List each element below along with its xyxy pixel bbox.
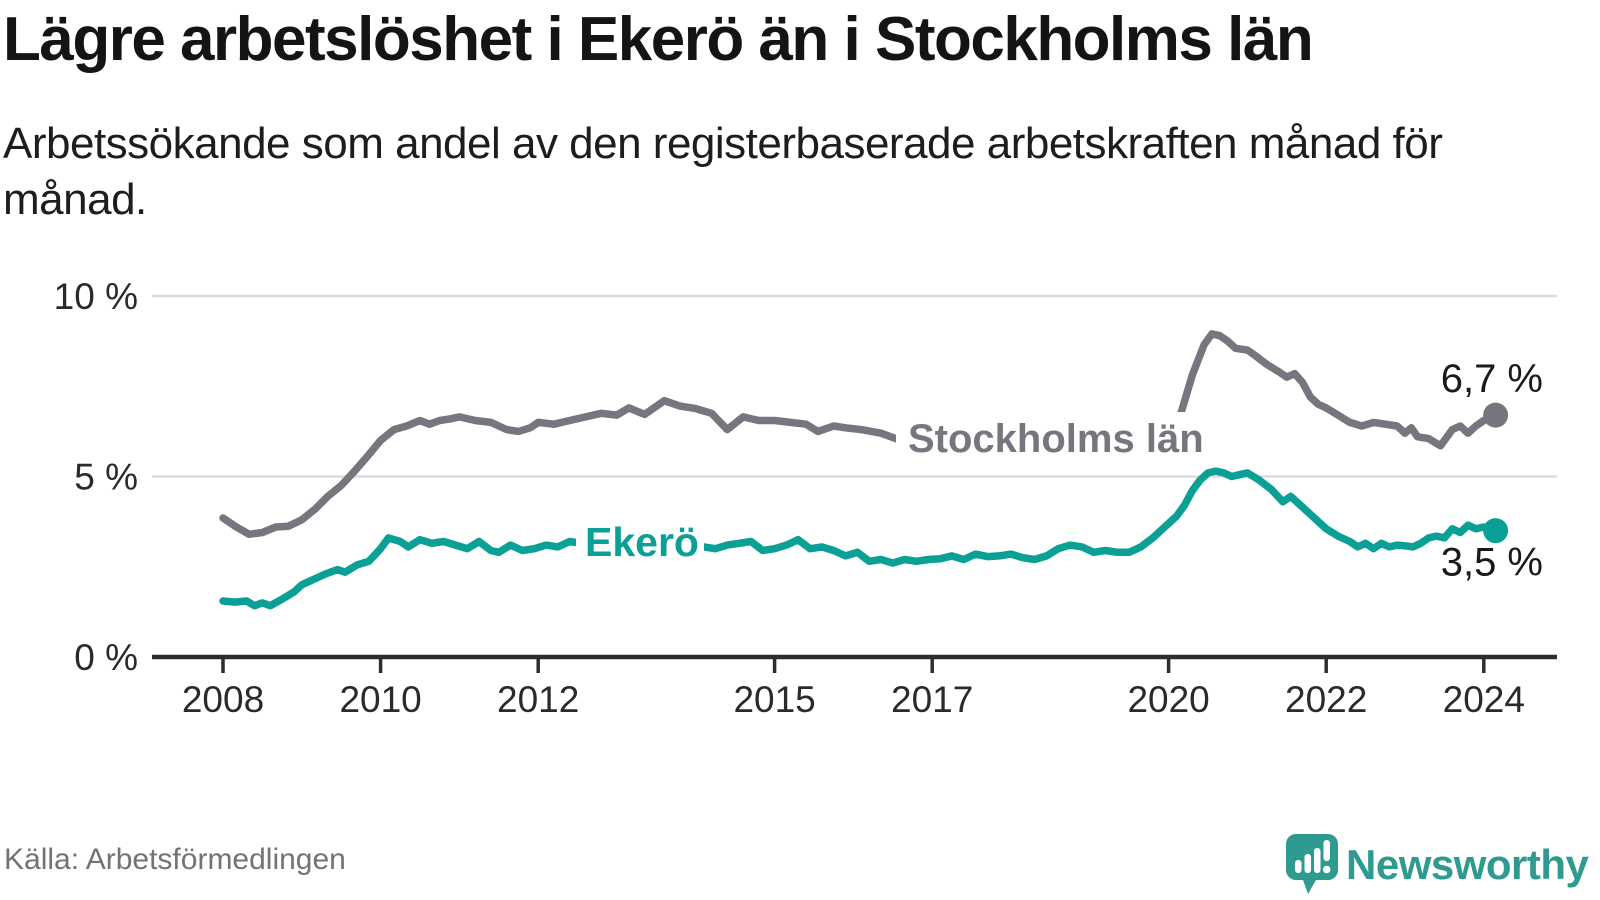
newsworthy-logo: Newsworthy xyxy=(1286,834,1590,894)
x-axis-label: 2010 xyxy=(339,679,421,720)
series-label-stockholms-l-n: Stockholms län xyxy=(908,417,1204,461)
x-axis-label: 2020 xyxy=(1127,679,1209,720)
series-line-stockholms-l-n xyxy=(219,330,1500,539)
series-label-plate xyxy=(896,412,1226,462)
series-end-dot-eker- xyxy=(1483,518,1509,544)
series-label-eker-: Ekerö xyxy=(585,519,699,565)
source-note: Källa: Arbetsförmedlingen xyxy=(4,843,346,876)
x-axis-label: 2022 xyxy=(1285,679,1367,720)
newsworthy-logo-text: Newsworthy xyxy=(1346,841,1590,888)
series-label-plate xyxy=(576,512,704,566)
value-label-eker-: 3,5 % xyxy=(1441,541,1543,585)
y-axis-label: 10 % xyxy=(54,276,138,317)
value-label-stockholms-l-n: 6,7 % xyxy=(1441,357,1543,401)
series-line-eker- xyxy=(219,467,1500,610)
newsworthy-logo-bubble-icon xyxy=(1286,834,1338,894)
x-axis-label: 2015 xyxy=(733,679,815,720)
chart-header: Lägre arbetslöshet i Ekerö än i Stockhol… xyxy=(3,5,1597,228)
series-end-dot-stockholms-l-n xyxy=(1483,402,1509,428)
chart-title: Lägre arbetslöshet i Ekerö än i Stockhol… xyxy=(3,5,1314,74)
chart-subtitle: Arbetssökande som andel av den registerb… xyxy=(3,119,1443,225)
x-axis-label: 2017 xyxy=(891,679,973,720)
x-axis-label: 2024 xyxy=(1443,679,1525,720)
x-axis-label: 2012 xyxy=(497,679,579,720)
y-axis-label: 0 % xyxy=(74,637,138,678)
x-axis-label: 2008 xyxy=(182,679,264,720)
y-axis-label: 5 % xyxy=(74,457,138,498)
